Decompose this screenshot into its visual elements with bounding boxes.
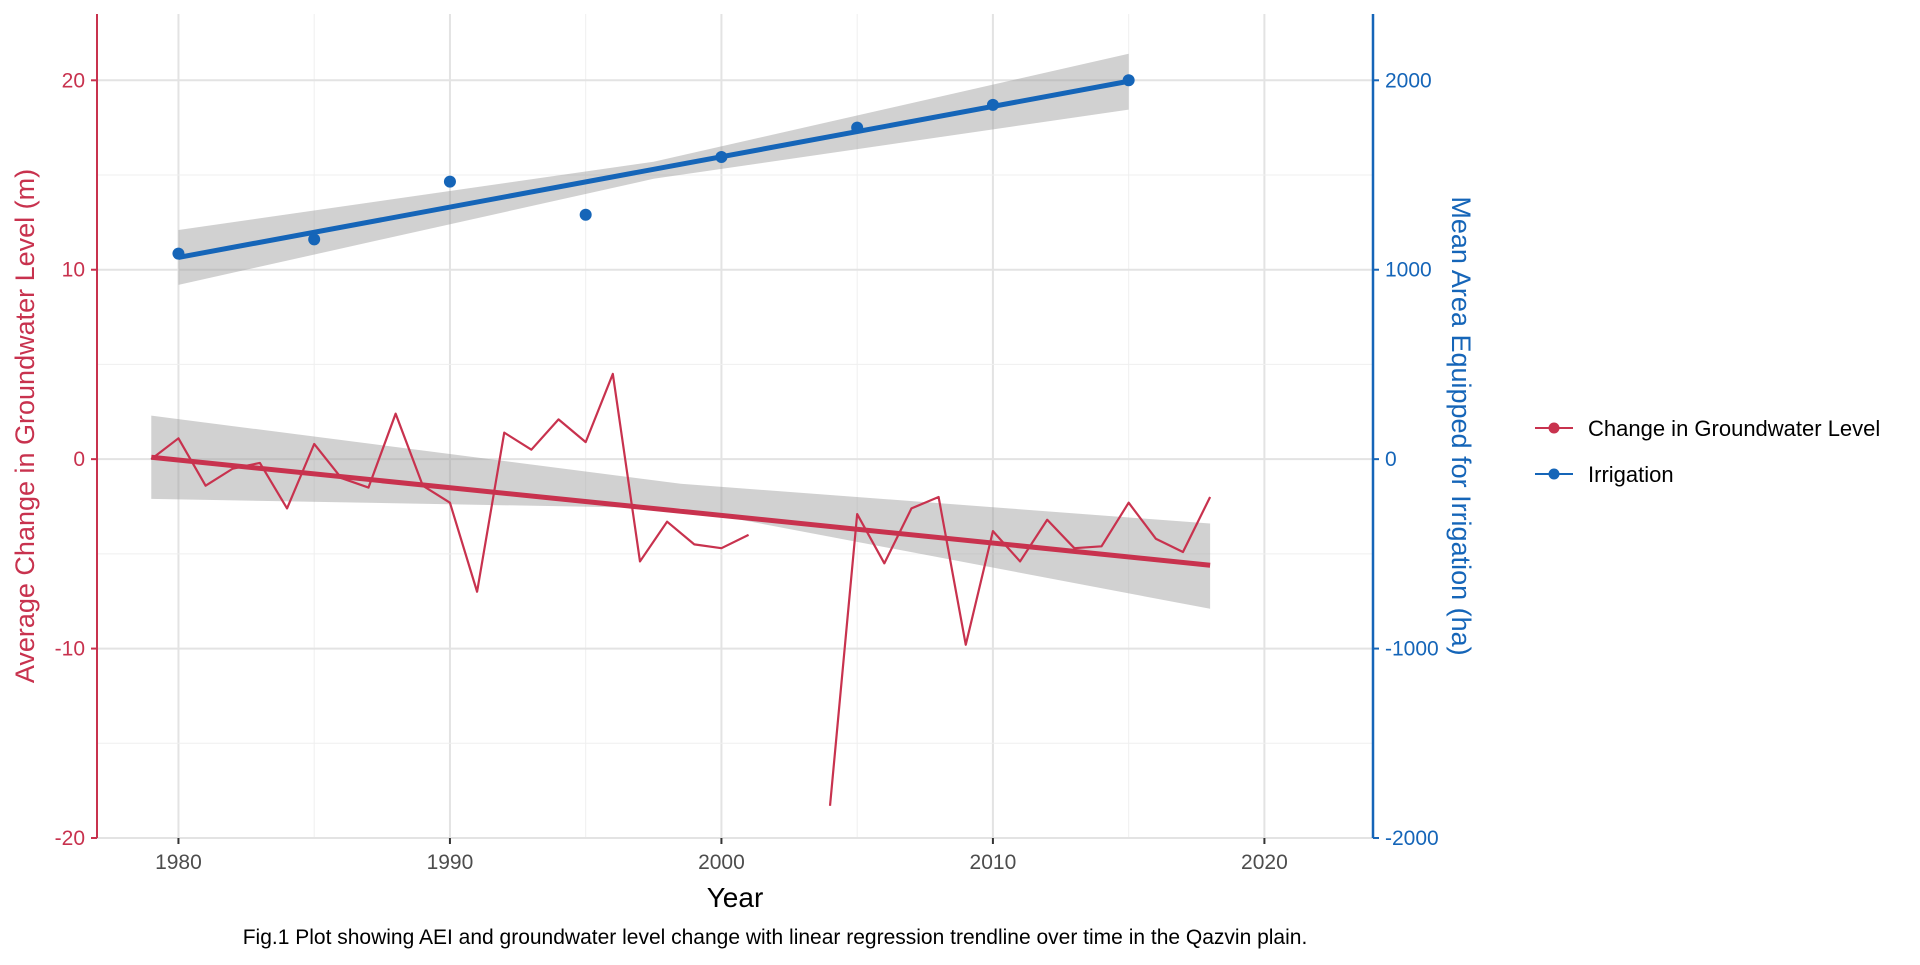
right-axis-title: Mean Area Equipped for Irrigation (ha)	[1446, 196, 1476, 655]
data-point-irrigation-2005	[851, 121, 864, 134]
left-axis-tick-label-10: 10	[62, 259, 85, 282]
confidence-band-groundwater	[151, 415, 1211, 609]
grid	[97, 14, 1373, 839]
legend-label-groundwater: Change in Groundwater Level	[1588, 416, 1880, 441]
legend-item-groundwater: Change in Groundwater Level	[1535, 416, 1880, 441]
x-axis-tick-label-1990: 1990	[427, 851, 474, 874]
trend-lines	[151, 78, 1211, 568]
data-lines	[150, 372, 1212, 806]
data-point-irrigation-1985	[308, 233, 321, 246]
x-axis-tick-label-1980: 1980	[155, 851, 202, 874]
legend-point-groundwater	[1548, 422, 1560, 434]
x-axis-tick-label-2000: 2000	[698, 851, 745, 874]
right-axis-tick-label-2000: 2000	[1385, 69, 1432, 92]
right-axis-tick-label-1000: 1000	[1385, 259, 1432, 282]
data-point-irrigation-2000	[715, 151, 728, 164]
legend-point-irrigation	[1548, 468, 1560, 480]
data-point-irrigation-1995	[579, 208, 592, 221]
x-axis-tick-label-2010: 2010	[970, 851, 1017, 874]
x-axis-title: Year	[707, 882, 764, 913]
legend: Change in Groundwater Level Irrigation	[1535, 416, 1880, 487]
legend-label-irrigation: Irrigation	[1588, 462, 1674, 487]
trend-line-irrigation	[177, 78, 1130, 260]
data-points	[172, 74, 1135, 260]
left-axis-tick-label-20: 20	[62, 69, 85, 92]
data-point-irrigation-2015	[1122, 74, 1135, 87]
right-axis-tick-label--2000: -2000	[1385, 827, 1439, 850]
figure-caption: Fig.1 Plot showing AEI and groundwater l…	[243, 926, 1308, 949]
series-line-groundwater-segment-0	[150, 372, 750, 593]
left-axis-title: Average Change in Groundwater Level (m)	[10, 169, 40, 683]
legend-item-irrigation: Irrigation	[1535, 462, 1674, 487]
right-axis-tick-label--1000: -1000	[1385, 638, 1439, 661]
axes: -20 -10 0 10 20 -2000 -1000 0 1000 2000 1980 1990 20…	[55, 14, 1439, 874]
data-point-irrigation-1980	[172, 247, 185, 260]
data-point-irrigation-1990	[443, 175, 456, 188]
right-axis-tick-label-0: 0	[1385, 448, 1397, 471]
data-point-irrigation-2010	[986, 98, 999, 111]
left-axis-tick-label-0: 0	[73, 448, 85, 471]
left-axis-tick-label--20: -20	[55, 827, 85, 850]
trend-line-groundwater	[151, 454, 1211, 568]
x-axis-tick-label-2020: 2020	[1241, 851, 1288, 874]
series-line-groundwater-segment-1	[828, 495, 1212, 806]
left-axis-tick-label--10: -10	[55, 638, 85, 661]
